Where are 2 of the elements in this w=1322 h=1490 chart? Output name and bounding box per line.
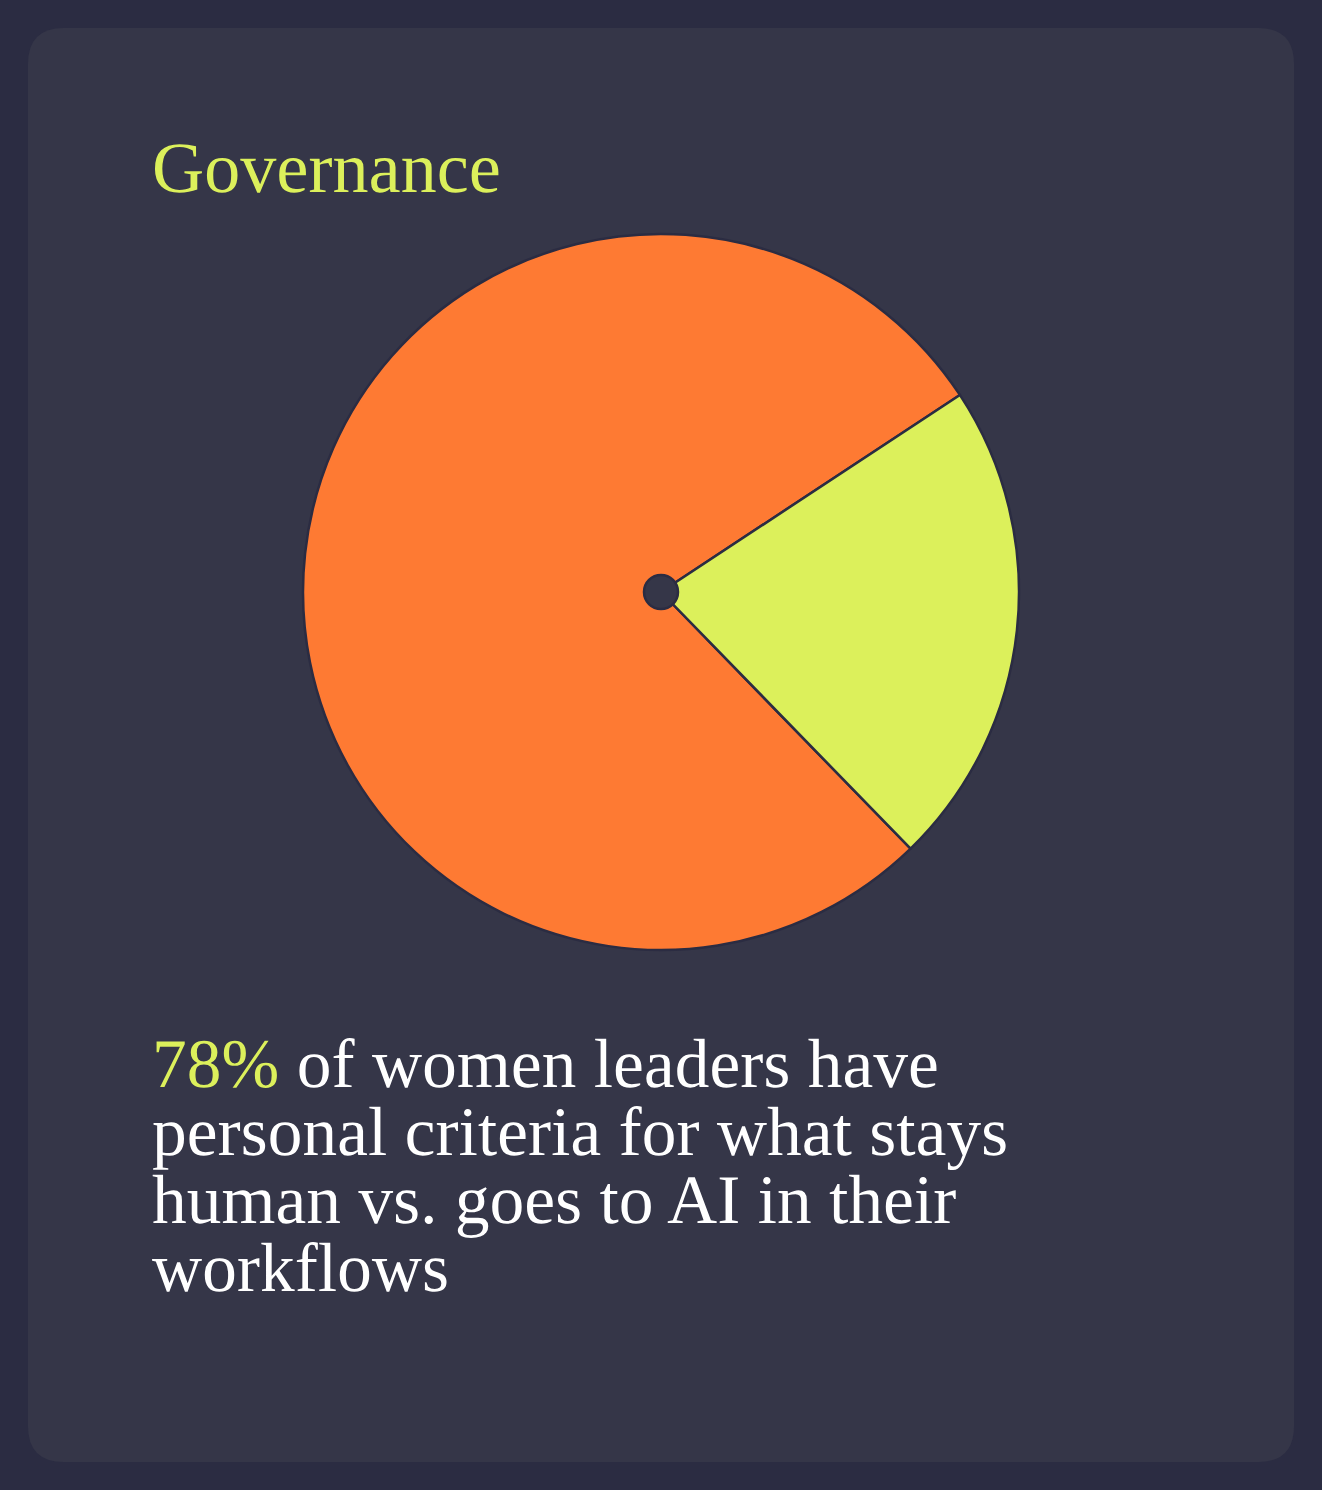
chart-title: Governance <box>154 144 499 193</box>
text: 78% of women leaders have personal criteria for what stays human vs. goes to AI in their workflows <box>152 1038 1006 1292</box>
